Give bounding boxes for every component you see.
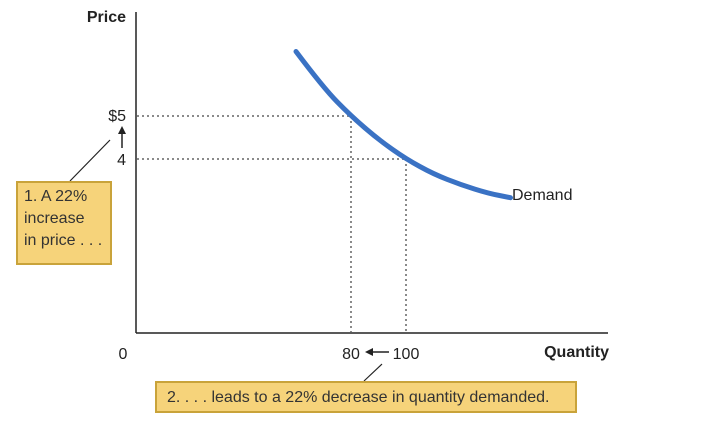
price-note-line-3: in price . . .: [24, 232, 103, 249]
x-axis-title: Quantity: [544, 344, 609, 361]
demand-curve: [293, 49, 513, 201]
quantity-decrease-callout: 2. . . . leads to a 22% decrease in quan…: [155, 381, 577, 413]
x-tick-label-origin: 0: [119, 346, 128, 363]
price-increase-callout: 1. A 22% increase in price . . .: [16, 181, 112, 265]
x-tick-label-80: 80: [342, 346, 360, 363]
price-note-line-1: 1. A 22%: [24, 188, 88, 205]
x-tick-label-100: 100: [393, 346, 420, 363]
quantity-note-text: 2. . . . leads to a 22% decrease in quan…: [167, 389, 550, 406]
demand-series-label: Demand: [512, 187, 572, 204]
price-note-leader: [69, 139, 111, 182]
y-tick-label-4: 4: [117, 152, 126, 169]
price-increase-arrowhead: [118, 126, 126, 134]
price-note-line-2: increase: [24, 210, 85, 227]
y-axis-title: Price: [87, 9, 126, 26]
quantity-decrease-arrowhead: [365, 348, 373, 356]
y-tick-label-5: $5: [108, 108, 126, 125]
quantity-note-leader: [363, 363, 383, 382]
reference-lines: [137, 115, 407, 332]
